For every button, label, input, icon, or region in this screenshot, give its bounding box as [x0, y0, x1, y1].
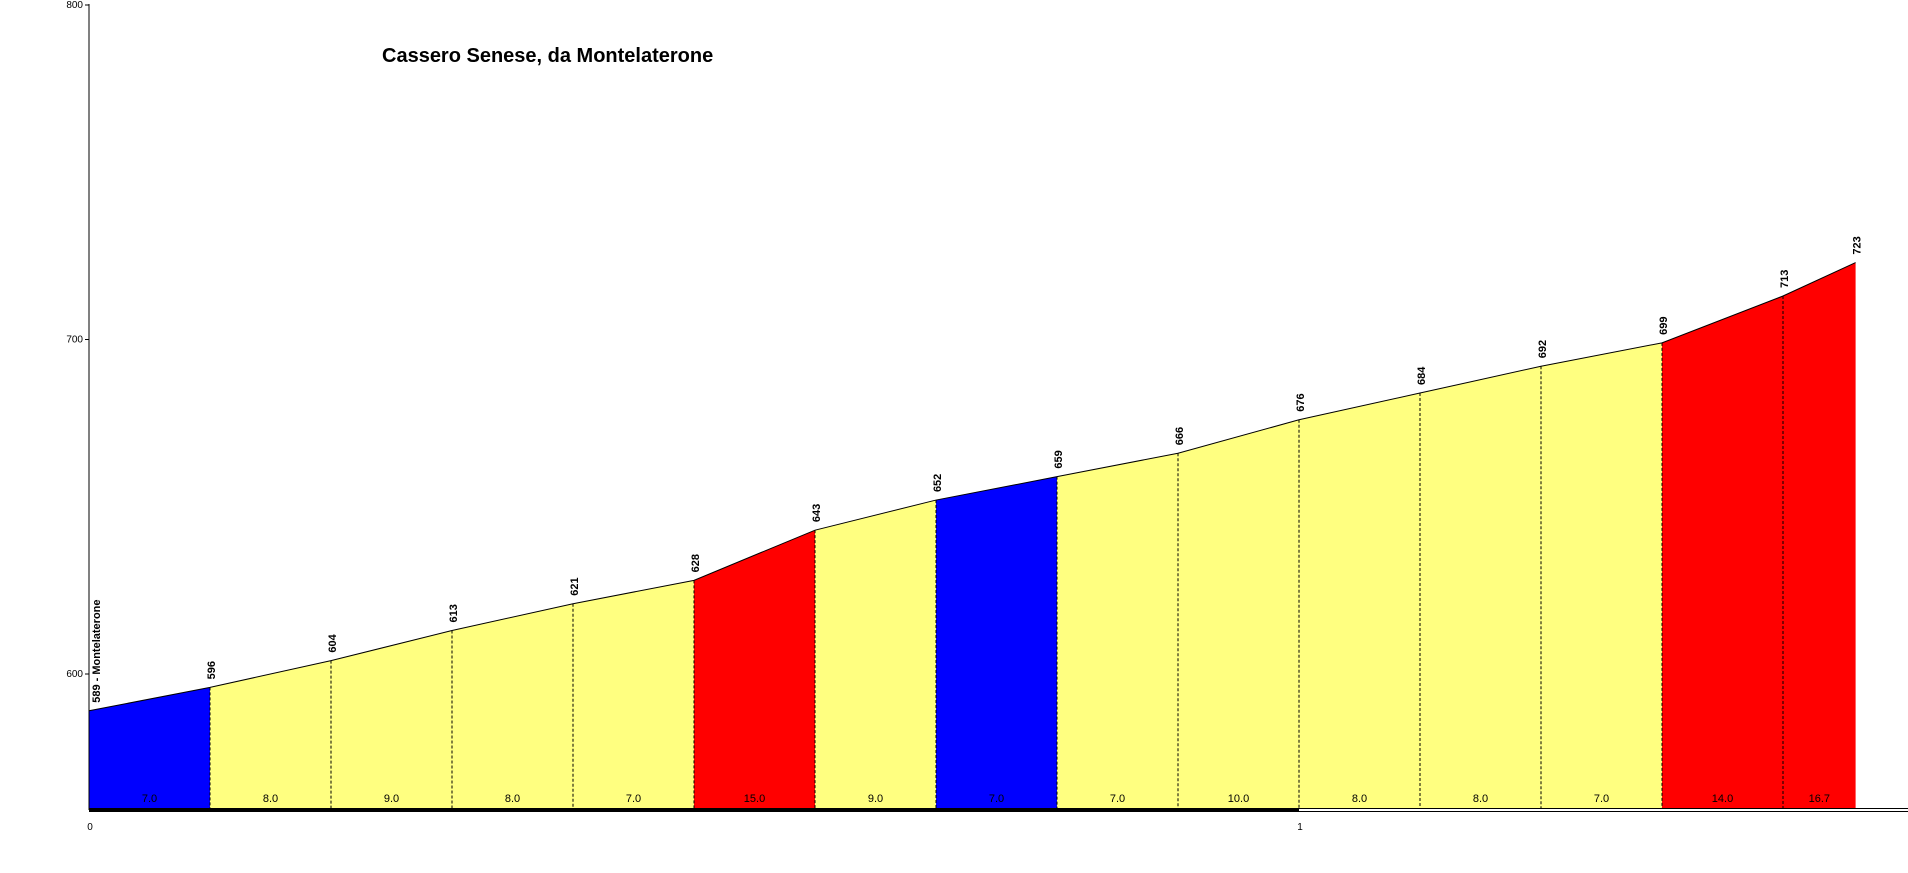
gradient-label: 7.0: [989, 793, 1004, 805]
y-tick-label: 600: [66, 669, 83, 680]
elevation-label: 692: [1537, 340, 1549, 358]
elevation-label: 643: [811, 504, 823, 522]
segment-fill: [1178, 419, 1299, 808]
elevation-label: 684: [1416, 366, 1428, 385]
elevation-label: 713: [1779, 270, 1791, 288]
elevation-label: 596: [206, 661, 218, 679]
baseline-km-bar: [89, 808, 1299, 812]
segment-fill: [1057, 453, 1178, 808]
elevation-label: 613: [448, 604, 460, 622]
segment-fill: [452, 603, 573, 808]
elevation-label: 652: [932, 474, 944, 492]
gradient-label: 7.0: [626, 793, 641, 805]
profile-line: [88, 262, 1856, 712]
elevation-label: 589 - Montelaterone: [91, 599, 103, 702]
gradient-label: 10.0: [1228, 793, 1249, 805]
gradient-label: 8.0: [1473, 793, 1488, 805]
gradient-label: 8.0: [263, 793, 278, 805]
gradient-label: 7.0: [142, 793, 157, 805]
chart-title: Cassero Senese, da Montelaterone: [382, 45, 713, 67]
elevation-label: 666: [1174, 427, 1186, 445]
x-tick-label: 0: [87, 822, 93, 833]
y-tick-label: 700: [66, 335, 83, 346]
elevation-label: 621: [569, 577, 581, 595]
gradient-label: 7.0: [1594, 793, 1609, 805]
gradient-label: 15.0: [744, 793, 765, 805]
y-tick-label: 800: [66, 0, 83, 11]
gradient-label: 9.0: [384, 793, 399, 805]
segment-fill: [936, 476, 1057, 808]
elevation-label: 699: [1658, 316, 1670, 334]
gradient-label: 7.0: [1110, 793, 1125, 805]
segment-fill: [1299, 393, 1420, 808]
elevation-label: 628: [690, 554, 702, 572]
x-tick-label: 1: [1297, 822, 1303, 833]
segment-fill: [1420, 366, 1541, 808]
segment-fill: [210, 660, 331, 808]
gradient-label: 9.0: [868, 793, 883, 805]
gradient-label: 16.7: [1809, 793, 1830, 805]
segment-fill: [89, 687, 210, 808]
gradient-label: 8.0: [1352, 793, 1367, 805]
gradient-label: 14.0: [1712, 793, 1733, 805]
elevation-label: 604: [327, 633, 339, 652]
gradient-label: 8.0: [505, 793, 520, 805]
segment-fill: [1783, 262, 1856, 808]
elevation-label: 659: [1053, 450, 1065, 468]
segment-fill: [573, 580, 694, 808]
segment-fill: [815, 500, 936, 808]
elevation-label: 723: [1852, 236, 1864, 254]
elevation-label: 676: [1295, 393, 1307, 411]
segment-fill: [331, 630, 452, 808]
segment-fill: [1662, 296, 1783, 808]
segment-fill: [694, 530, 815, 808]
segment-fill: [1541, 342, 1662, 808]
